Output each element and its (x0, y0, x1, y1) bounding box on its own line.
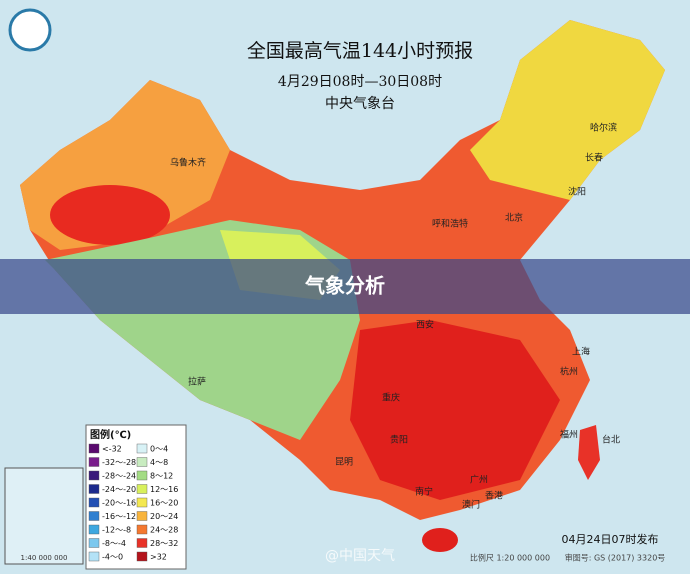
legend-swatch (88, 443, 100, 454)
city-label: 澳门 (462, 499, 480, 511)
south-hot (350, 320, 560, 500)
legend-swatch (88, 457, 100, 467)
legend-swatch (88, 511, 100, 521)
city-label: 贵阳 (390, 434, 408, 446)
legend-label: -12～-8 (102, 526, 131, 535)
legend-swatch (136, 497, 148, 508)
inset-scale: 1:40 000 000 (21, 554, 68, 562)
legend-swatch (88, 497, 100, 508)
city-label: 福州 (560, 429, 578, 441)
city-label: 沈阳 (568, 186, 586, 198)
legend-swatch (88, 470, 100, 481)
watermark: @中国天气 (325, 548, 395, 564)
legend-label: >32 (150, 553, 167, 562)
legend-swatch (136, 443, 148, 454)
city-label: 杭州 (560, 366, 578, 378)
legend-swatch (136, 457, 148, 467)
agency: 中央气象台 (325, 96, 395, 112)
legend-label: 16～20 (150, 499, 178, 508)
legend-swatch (88, 524, 100, 535)
issued-time: 04月24日07时发布 (562, 532, 659, 546)
legend-swatch (136, 551, 148, 562)
legend-label: -20～-16 (102, 499, 136, 508)
approval-number: 审图号: GS (2017) 3320号 (565, 553, 666, 563)
legend-swatch (136, 484, 148, 494)
city-label: 西安 (416, 319, 434, 331)
legend-label: 20～24 (150, 512, 178, 521)
city-label: 上海 (572, 346, 590, 358)
city-label: 重庆 (382, 392, 400, 404)
city-label: 北京 (505, 212, 523, 224)
legend-label: 8～12 (150, 472, 173, 481)
city-label: 台北 (602, 434, 620, 446)
northeast-zone (470, 20, 665, 200)
legend-label: <-32 (102, 445, 122, 454)
city-label: 南宁 (415, 486, 433, 498)
legend-label: 4～8 (150, 458, 168, 467)
legend-swatch (88, 538, 100, 548)
legend-swatch (136, 524, 148, 535)
legend-swatch (88, 551, 100, 562)
legend-label: 24～28 (150, 526, 178, 535)
legend-swatch (88, 484, 100, 494)
city-label: 拉萨 (188, 376, 206, 388)
legend-box (85, 424, 187, 570)
city-label: 广州 (470, 474, 488, 486)
legend-label: 28～32 (150, 539, 178, 548)
legend-swatch (136, 511, 148, 521)
taiwan (578, 425, 600, 480)
map-subtitle: 4月29日08时—30日08时 (278, 74, 442, 90)
city-label: 长春 (585, 152, 603, 164)
legend-label: -24～-20 (102, 485, 136, 494)
map-title: 全国最高气温144小时预报 (247, 40, 473, 62)
legend-label: 0～4 (150, 445, 168, 454)
legend-swatch (136, 470, 148, 481)
logo (8, 8, 52, 52)
legend-label: -4～0 (102, 553, 123, 562)
city-label: 呼和浩特 (432, 218, 468, 230)
legend-title: 图例(℃) (90, 428, 131, 441)
banner (0, 259, 690, 314)
legend-label: 12～16 (150, 485, 178, 494)
legend-label: -32～-28 (102, 458, 136, 467)
south-sea-inset (4, 467, 84, 565)
legend-swatch (136, 538, 148, 548)
legend-label: -28～-24 (102, 472, 136, 481)
city-label: 哈尔滨 (590, 122, 617, 134)
scale-text: 比例尺 1:20 000 000 (470, 553, 550, 563)
city-label: 乌鲁木齐 (170, 157, 206, 169)
city-label: 香港 (485, 490, 503, 502)
banner-title: 气象分析 (304, 274, 385, 298)
hainan (422, 528, 458, 552)
legend-label: -16～-12 (102, 512, 136, 521)
legend-label: -8～-4 (102, 539, 126, 548)
city-label: 昆明 (335, 457, 353, 468)
tarim-hot (50, 185, 170, 245)
